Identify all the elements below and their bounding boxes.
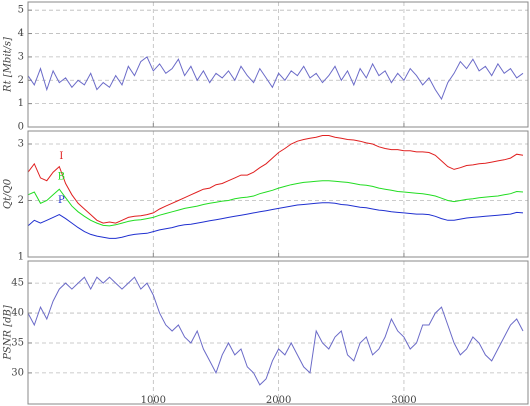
y-tick-label: 3 — [18, 138, 24, 149]
series-line — [27, 180, 524, 227]
y-tick-label: 3 — [18, 51, 24, 62]
series-line — [27, 135, 524, 224]
y-tick-label: 35 — [11, 337, 24, 348]
panel-frame — [27, 260, 529, 405]
y-axis-label: Qt/Q0 — [3, 178, 14, 209]
y-tick-label: 4 — [18, 28, 24, 39]
y-tick-label: 1 — [18, 98, 24, 109]
x-tick-label: 2000 — [266, 395, 291, 406]
y-tick-label: 2 — [18, 195, 24, 206]
y-tick-label: 0 — [18, 122, 24, 133]
y-tick-label: 5 — [18, 5, 24, 16]
y-tick-label: 45 — [11, 278, 24, 289]
x-tick-label: 1000 — [141, 395, 166, 406]
y-axis-label: PSNR [dB] — [3, 305, 14, 361]
y-tick-label: 1 — [18, 252, 24, 263]
y-tick-label: 30 — [11, 367, 24, 378]
panel-frame — [27, 130, 529, 258]
x-tick-label: 3000 — [391, 395, 416, 406]
series-label: P — [58, 195, 65, 206]
y-tick-label: 40 — [11, 308, 24, 319]
series-label: I — [59, 151, 63, 162]
series-label: B — [58, 172, 65, 183]
y-tick-label: 2 — [18, 75, 24, 86]
panel-frame — [27, 1, 529, 128]
series-line — [27, 276, 524, 386]
series-line — [27, 202, 524, 239]
series-line — [27, 56, 524, 101]
y-axis-label: Rt [Mbit/s] — [3, 37, 14, 93]
